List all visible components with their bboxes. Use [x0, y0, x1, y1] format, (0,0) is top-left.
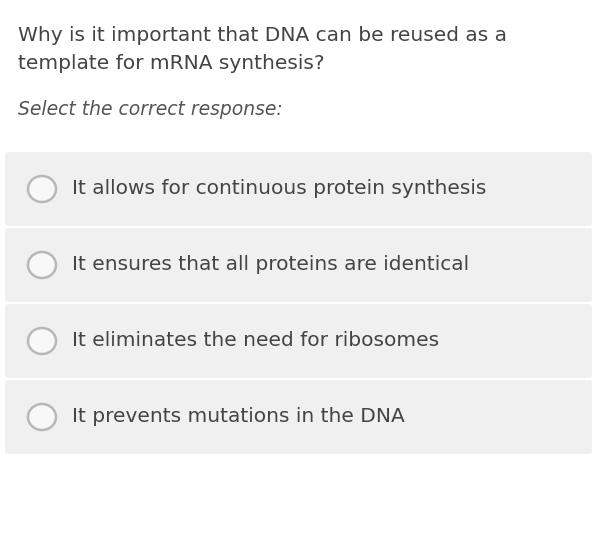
FancyBboxPatch shape [5, 152, 592, 226]
Text: It prevents mutations in the DNA: It prevents mutations in the DNA [72, 407, 405, 427]
Text: Select the correct response:: Select the correct response: [18, 100, 283, 119]
Text: It allows for continuous protein synthesis: It allows for continuous protein synthes… [72, 179, 487, 199]
FancyBboxPatch shape [5, 380, 592, 454]
Ellipse shape [28, 176, 56, 202]
FancyBboxPatch shape [5, 228, 592, 302]
FancyBboxPatch shape [5, 304, 592, 378]
Ellipse shape [28, 252, 56, 278]
Text: It eliminates the need for ribosomes: It eliminates the need for ribosomes [72, 332, 439, 350]
Text: template for mRNA synthesis?: template for mRNA synthesis? [18, 54, 325, 73]
Ellipse shape [28, 328, 56, 354]
Text: It ensures that all proteins are identical: It ensures that all proteins are identic… [72, 255, 469, 274]
Text: Why is it important that DNA can be reused as a: Why is it important that DNA can be reus… [18, 26, 507, 45]
Ellipse shape [28, 404, 56, 430]
